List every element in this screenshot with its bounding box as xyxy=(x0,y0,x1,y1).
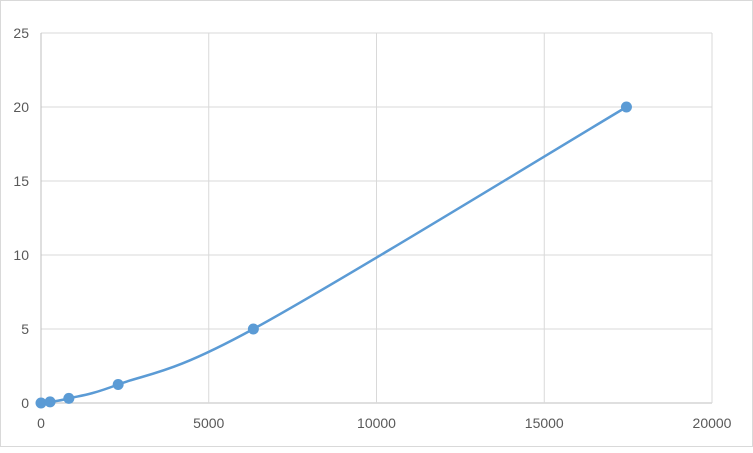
data-point xyxy=(620,101,632,113)
data-point xyxy=(63,392,75,404)
x-tick-label: 15000 xyxy=(525,415,564,431)
data-point xyxy=(247,323,259,335)
data-point xyxy=(44,396,56,408)
x-tick-label: 5000 xyxy=(193,415,224,431)
x-tick-label: 0 xyxy=(37,415,45,431)
x-tick-label: 10000 xyxy=(357,415,396,431)
y-tick-label: 15 xyxy=(13,173,29,189)
y-tick-label: 10 xyxy=(13,247,29,263)
y-tick-label: 0 xyxy=(21,395,29,411)
x-tick-label: 20000 xyxy=(693,415,732,431)
y-tick-label: 20 xyxy=(13,99,29,115)
y-tick-label: 25 xyxy=(13,25,29,41)
y-tick-label: 5 xyxy=(21,321,29,337)
data-point xyxy=(112,379,124,390)
data-point xyxy=(35,397,47,409)
